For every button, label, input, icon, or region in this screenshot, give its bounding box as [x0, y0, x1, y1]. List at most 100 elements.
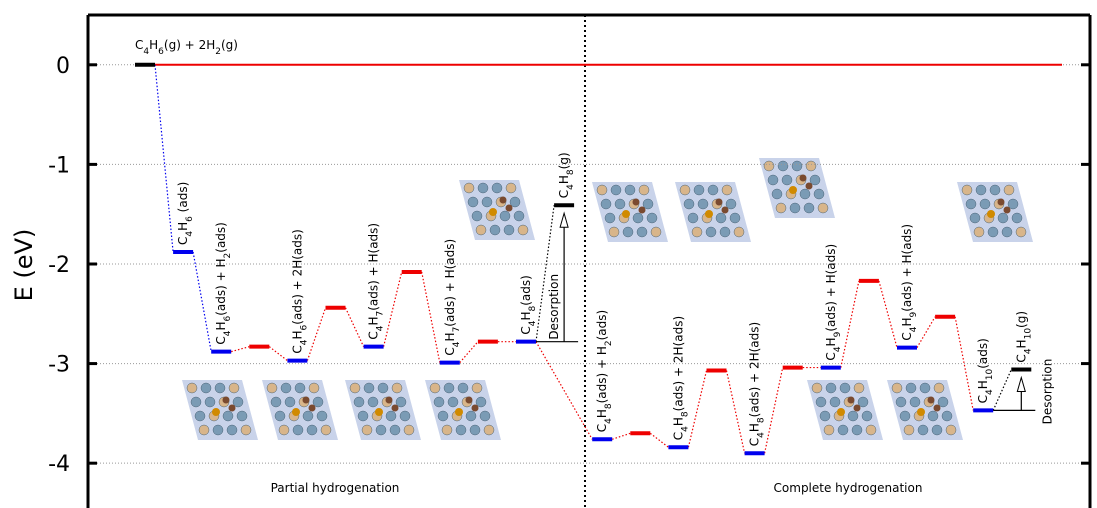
atom	[687, 212, 699, 224]
atom	[789, 186, 797, 194]
atom	[933, 382, 945, 394]
atom	[707, 184, 719, 196]
atom	[927, 410, 939, 422]
atom	[443, 382, 455, 394]
atom	[819, 410, 831, 422]
atom	[236, 410, 248, 422]
atom	[767, 174, 779, 186]
annotation: Complete hydrogenation	[774, 481, 923, 495]
atom	[927, 396, 935, 404]
annotation: Desorption	[1040, 359, 1054, 425]
atom	[803, 202, 815, 214]
atom	[917, 408, 925, 416]
atom	[987, 210, 995, 218]
atom	[280, 382, 292, 394]
atom	[361, 424, 373, 436]
connector	[383, 271, 403, 347]
atom	[903, 424, 915, 436]
atom	[1011, 212, 1023, 224]
atom	[278, 424, 290, 436]
atom	[375, 408, 383, 416]
atom	[937, 396, 949, 408]
arrow-head	[559, 211, 569, 228]
atom	[919, 382, 931, 394]
slab	[887, 380, 963, 440]
atom	[608, 226, 620, 238]
level-label: C4H8(ads) + 2H(ads)	[671, 316, 690, 440]
atom	[385, 396, 393, 404]
atom	[811, 382, 823, 394]
connector	[764, 367, 784, 454]
atom	[610, 184, 622, 196]
atom	[905, 382, 917, 394]
atom	[805, 160, 817, 172]
annotation: Partial hydrogenation	[271, 481, 400, 495]
atom	[791, 160, 803, 172]
atom	[861, 410, 873, 422]
connector	[459, 341, 479, 363]
atom	[505, 182, 517, 194]
atom	[395, 396, 407, 408]
atom	[899, 410, 911, 422]
atom	[447, 396, 459, 408]
level-label: C4H8(g)	[557, 152, 576, 198]
atom	[725, 198, 737, 210]
atom	[705, 210, 713, 218]
atom	[457, 382, 469, 394]
atom	[715, 212, 727, 224]
atom	[721, 206, 729, 214]
atom	[941, 410, 953, 422]
y-axis-label: E (eV)	[10, 229, 38, 302]
atom	[775, 202, 787, 214]
atom	[204, 396, 216, 408]
atom	[857, 396, 869, 408]
atom	[705, 226, 717, 238]
slab-image	[459, 180, 535, 240]
atom	[799, 188, 811, 200]
atom	[375, 424, 387, 436]
connector	[306, 307, 327, 361]
atom	[771, 188, 783, 200]
level-label: C4H7(ads) + H(ads)	[367, 223, 386, 340]
atom	[909, 396, 921, 408]
atom	[917, 424, 929, 436]
atom	[815, 396, 827, 408]
atom	[509, 196, 521, 208]
atom	[715, 198, 723, 206]
atom	[284, 396, 296, 408]
atom	[302, 410, 314, 422]
level-label: C4H9(ads) + H(ads)	[900, 224, 919, 341]
atom	[813, 188, 825, 200]
atom	[270, 396, 282, 408]
atom	[729, 212, 741, 224]
atom	[357, 410, 369, 422]
atom	[389, 424, 401, 436]
atom	[853, 404, 861, 412]
slab	[759, 158, 835, 218]
atom	[499, 196, 507, 204]
atom	[650, 226, 662, 238]
atom	[817, 202, 829, 214]
level-label: C4H8(ads) + H2(ads)	[595, 310, 614, 433]
atom	[212, 408, 220, 416]
atom	[469, 424, 481, 436]
atom	[471, 382, 483, 394]
atom	[865, 424, 877, 436]
slab-image	[345, 380, 421, 440]
atom	[638, 206, 646, 214]
atom	[349, 382, 361, 394]
atom	[600, 198, 612, 210]
atom	[399, 410, 411, 422]
atom	[499, 210, 511, 222]
slab-image	[675, 182, 751, 242]
atom	[266, 382, 278, 394]
atom	[429, 382, 441, 394]
atom	[228, 404, 236, 412]
annotation: Desorption	[547, 274, 561, 340]
atom	[979, 198, 991, 210]
atom	[228, 382, 240, 394]
atom	[891, 382, 903, 394]
atom	[638, 184, 650, 196]
atom	[240, 424, 252, 436]
